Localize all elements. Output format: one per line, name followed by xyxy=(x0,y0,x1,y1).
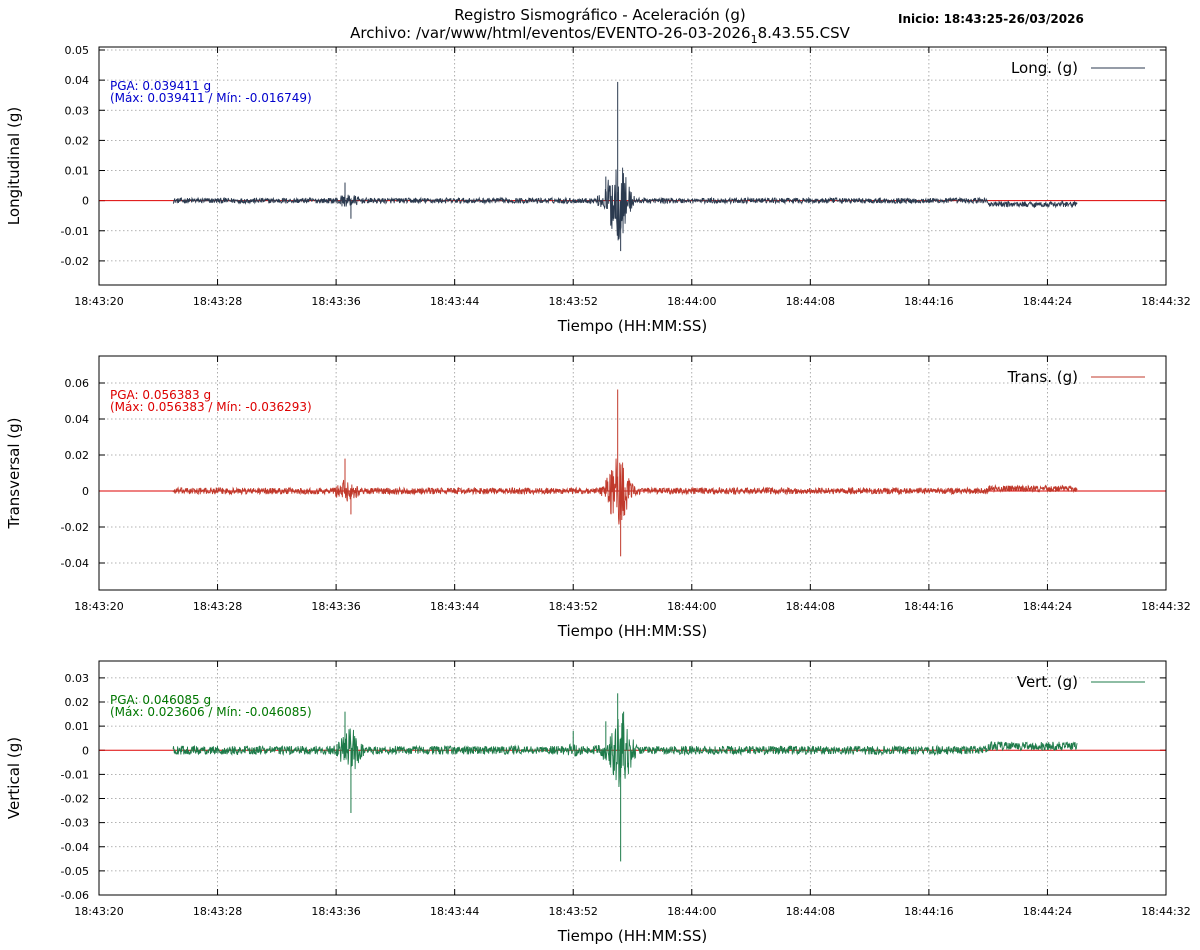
y-tick-label: 0 xyxy=(82,195,89,208)
plot-frame xyxy=(98,355,1167,591)
panel-vertical: 18:43:20 18:43:28 18:43:36 18:43:44 18:43:52… xyxy=(5,660,1191,945)
x-tick-label: 18:44:32 xyxy=(1141,600,1190,613)
x-tick-label: 18:44:32 xyxy=(1141,905,1190,918)
y-tick-label: 0.02 xyxy=(65,449,90,462)
y-tick-label: -0.01 xyxy=(61,768,89,781)
y-tick-label: -0.06 xyxy=(61,889,89,902)
waveform-trace xyxy=(172,713,1078,788)
y-tick-label: 0 xyxy=(82,744,89,757)
x-tick-label: 18:44:16 xyxy=(904,905,953,918)
y-tick-label: 0.03 xyxy=(65,672,90,685)
x-tick-label: 18:44:24 xyxy=(1023,905,1072,918)
y-tick-label: 0.04 xyxy=(65,74,90,87)
plot-frame xyxy=(98,660,1167,896)
x-tick-label: 18:43:28 xyxy=(193,295,242,308)
x-tick-label: 18:44:24 xyxy=(1023,295,1072,308)
panel-longitudinal: 18:43:20 18:43:28 18:43:36 18:43:44 18:43:52… xyxy=(5,44,1191,335)
x-tick-label: 18:43:36 xyxy=(311,295,360,308)
x-tick-label: 18:44:08 xyxy=(786,295,835,308)
pga-range-label: (Máx: 0.039411 / Mín: -0.016749) xyxy=(110,91,312,105)
x-tick-label: 18:43:20 xyxy=(74,295,123,308)
x-tick-label: 18:43:20 xyxy=(74,600,123,613)
x-tick-label: 18:43:44 xyxy=(430,295,479,308)
legend-label: Trans. (g) xyxy=(1007,368,1078,386)
y-tick-label: -0.05 xyxy=(61,865,89,878)
y-tick-label: 0.02 xyxy=(65,696,90,709)
y-axis-label: Longitudinal (g) xyxy=(5,107,23,225)
x-tick-label: 18:44:08 xyxy=(786,905,835,918)
panel-transversal: 18:43:20 18:43:28 18:43:36 18:43:44 18:43:52… xyxy=(5,355,1191,640)
x-tick-label: 18:44:16 xyxy=(904,600,953,613)
legend-label: Vert. (g) xyxy=(1017,673,1078,691)
file-title-prefix: Archivo: /var/www/html/eventos/EVENTO-26… xyxy=(350,24,751,42)
pga-label: PGA: 0.046085 g xyxy=(110,693,211,707)
legend-label: Long. (g) xyxy=(1011,59,1078,77)
pga-label: PGA: 0.039411 g xyxy=(110,79,211,93)
file-title-subscript: 1 xyxy=(751,33,758,46)
x-tick-label: 18:43:52 xyxy=(549,600,598,613)
start-time-info: Inicio: 18:43:25-26/03/2026 xyxy=(898,12,1084,26)
figure-file-title: Archivo: /var/www/html/eventos/EVENTO-26… xyxy=(350,24,851,46)
y-tick-label: -0.02 xyxy=(61,255,89,268)
file-title-suffix: 8.43.55.CSV xyxy=(758,24,851,42)
y-tick-label: 0.04 xyxy=(65,413,90,426)
plot-frame xyxy=(98,46,1167,286)
x-tick-label: 18:43:36 xyxy=(311,600,360,613)
y-tick-label: -0.03 xyxy=(61,817,89,830)
pga-range-label: (Máx: 0.056383 / Mín: -0.036293) xyxy=(110,400,312,414)
y-tick-label: -0.02 xyxy=(61,793,89,806)
y-axis-label: Transversal (g) xyxy=(5,417,23,529)
y-tick-label: 0.03 xyxy=(65,104,90,117)
y-tick-label: -0.04 xyxy=(61,557,89,570)
x-tick-label: 18:43:44 xyxy=(430,600,479,613)
x-axis-label: Tiempo (HH:MM:SS) xyxy=(557,927,707,945)
y-tick-label: -0.01 xyxy=(61,225,89,238)
waveform-trace xyxy=(172,458,1078,525)
pga-range-label: (Máx: 0.023606 / Mín: -0.046085) xyxy=(110,705,312,719)
x-tick-label: 18:44:32 xyxy=(1141,295,1190,308)
x-tick-label: 18:44:24 xyxy=(1023,600,1072,613)
x-tick-label: 18:43:44 xyxy=(430,905,479,918)
y-tick-label: 0.01 xyxy=(65,720,90,733)
x-axis-label: Tiempo (HH:MM:SS) xyxy=(557,622,707,640)
y-tick-label: 0.01 xyxy=(65,165,90,178)
x-tick-label: 18:43:20 xyxy=(74,905,123,918)
x-tick-label: 18:43:28 xyxy=(193,600,242,613)
figure-title: Registro Sismográfico - Aceleración (g) xyxy=(454,6,745,24)
x-tick-label: 18:43:52 xyxy=(549,295,598,308)
y-tick-label: -0.04 xyxy=(61,841,89,854)
pga-label: PGA: 0.056383 g xyxy=(110,388,211,402)
y-axis-label: Vertical (g) xyxy=(5,737,23,819)
x-tick-label: 18:44:08 xyxy=(786,600,835,613)
x-tick-label: 18:44:00 xyxy=(667,295,716,308)
x-tick-label: 18:43:28 xyxy=(193,905,242,918)
x-tick-label: 18:44:00 xyxy=(667,905,716,918)
y-tick-label: 0 xyxy=(82,485,89,498)
y-tick-label: 0.05 xyxy=(65,44,90,57)
x-tick-label: 18:43:36 xyxy=(311,905,360,918)
y-tick-label: -0.02 xyxy=(61,521,89,534)
y-tick-label: 0.06 xyxy=(65,377,90,390)
waveform-trace xyxy=(173,167,1078,241)
x-tick-label: 18:44:16 xyxy=(904,295,953,308)
x-tick-label: 18:44:00 xyxy=(667,600,716,613)
x-tick-label: 18:43:52 xyxy=(549,905,598,918)
x-axis-label: Tiempo (HH:MM:SS) xyxy=(557,317,707,335)
y-tick-label: 0.02 xyxy=(65,134,90,147)
